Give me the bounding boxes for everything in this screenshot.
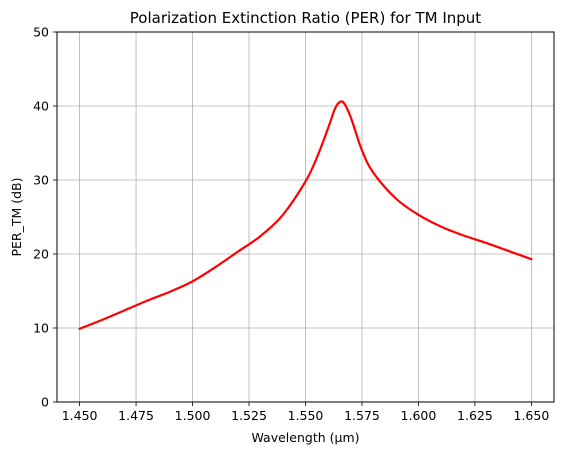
y-tick-label: 40	[33, 99, 49, 114]
series-layer	[78, 100, 533, 330]
x-tick-label: 1.575	[344, 408, 380, 423]
y-tick-label: 10	[33, 321, 49, 336]
x-tick-label: 1.650	[514, 408, 550, 423]
x-axis-label: Wavelength (µm)	[251, 430, 359, 445]
x-tick-label: 1.500	[175, 408, 211, 423]
x-tick-label: 1.625	[457, 408, 493, 423]
x-tick-label: 1.550	[288, 408, 324, 423]
x-tick-label: 1.475	[118, 408, 154, 423]
y-tick-label: 50	[33, 25, 49, 40]
chart-title: Polarization Extinction Ratio (PER) for …	[130, 9, 482, 27]
grid	[57, 31, 554, 403]
x-tick-label: 1.525	[231, 408, 267, 423]
x-tick-label: 1.450	[62, 408, 98, 423]
y-tick-label: 0	[41, 395, 49, 410]
x-tick-label: 1.600	[401, 408, 437, 423]
y-tick-label: 30	[33, 173, 49, 188]
y-tick-label: 20	[33, 247, 49, 262]
series-line	[78, 100, 533, 330]
y-axis-label: PER_TM (dB)	[9, 177, 24, 256]
ticks: 1.450 1.475 1.500 1.525 1.550 1.575 1.600 1.625…	[33, 25, 549, 424]
